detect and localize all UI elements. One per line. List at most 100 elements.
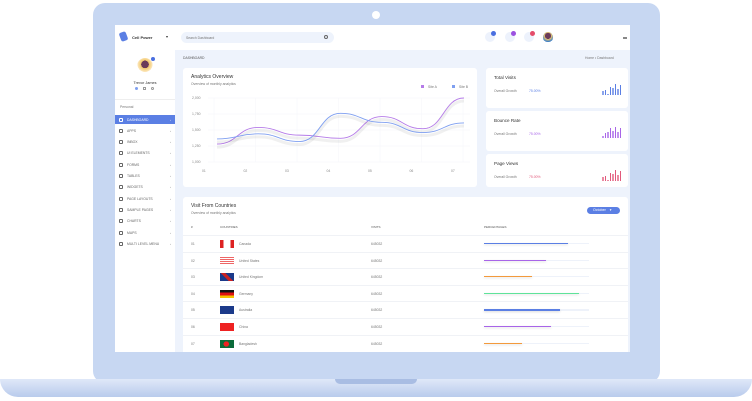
sidebar-item-widgets[interactable]: WIDGETS › [115, 183, 175, 192]
user-icon[interactable] [135, 87, 138, 90]
menu-item-icon [119, 151, 123, 156]
search-input[interactable] [186, 34, 306, 41]
sidebar-item-label: FORMS [127, 162, 140, 167]
notification-button[interactable] [485, 31, 496, 42]
messages-button[interactable] [505, 31, 516, 42]
menu-item-icon [119, 162, 123, 167]
chevron-right-icon: › [170, 185, 171, 190]
sparkline-bar [609, 128, 612, 138]
menu-item-icon [119, 117, 123, 122]
sidebar-item-forms[interactable]: FORMS › [115, 160, 175, 169]
menu-item-icon [119, 219, 123, 224]
table-row[interactable]: 01 Canada 645032 [183, 235, 628, 251]
sparkline-bar [619, 128, 622, 138]
chevron-right-icon: › [170, 241, 171, 246]
sidebar-item-maps[interactable]: MAPS › [115, 228, 175, 237]
chevron-right-icon: › [170, 196, 171, 201]
chevron-right-icon: › [170, 219, 171, 224]
analytics-title: Analytics Overview [191, 74, 234, 80]
y-tick-label: 1,500 [192, 128, 201, 132]
stat-title: Page Views [494, 161, 519, 166]
menu-icon[interactable] [623, 37, 627, 39]
sparkline-bar [602, 91, 604, 95]
visits-value: 645032 [371, 308, 383, 313]
x-tick-label: 01 [202, 169, 206, 173]
sidebar-item-inbox[interactable]: INBOX › [115, 138, 175, 147]
column-header: # [191, 225, 193, 229]
table-row[interactable]: 06 China 645032 [183, 318, 628, 334]
country-name: Canada [239, 242, 251, 246]
visits-value: 645032 [371, 325, 383, 329]
sidebar-item-dashboard[interactable]: DASHBOARD › [115, 115, 175, 124]
row-number: 06 [191, 325, 195, 329]
sidebar-item-sample-pages[interactable]: SAMPLE PAGES › [115, 205, 175, 214]
breadcrumb-home[interactable]: Home [585, 56, 595, 60]
menu-item-icon [119, 196, 123, 201]
table-row[interactable]: 03 United Kingdom 645032 [183, 268, 628, 284]
australia-flag-icon [220, 306, 234, 315]
sidebar-item-label: DASHBOARD [127, 117, 149, 122]
column-header: PERCENTAGES [484, 225, 507, 229]
country-name: China [239, 325, 248, 329]
country-name: Australia [239, 308, 253, 313]
stat-value: 75.00% [529, 132, 541, 136]
sidebar-item-charts[interactable]: CHARTS › [115, 217, 175, 226]
visits-value: 645032 [371, 258, 383, 263]
legend-label: Site B [459, 85, 469, 89]
percentage-bar [484, 243, 589, 245]
menu-item-icon [119, 241, 123, 246]
chevron-right-icon: › [170, 174, 171, 178]
chevron-right-icon: › [170, 151, 171, 156]
brand-chevron-icon[interactable]: ▾ [166, 34, 169, 39]
table-row[interactable]: 04 Germany 645032 [183, 284, 628, 301]
percentage-fill [484, 292, 579, 294]
chevron-down-icon: ▾ [609, 208, 612, 212]
row-number: 03 [191, 275, 195, 280]
header-avatar[interactable] [543, 32, 553, 43]
month-dropdown[interactable]: October ▾ [587, 207, 620, 214]
visits-value: 645032 [371, 291, 383, 296]
stat-value: 75.00% [529, 89, 541, 93]
user-name: Trevor James [133, 81, 157, 85]
sparkline-bar [604, 90, 607, 95]
logo-icon [118, 31, 129, 42]
table-row[interactable]: 05 Australia 645032 [183, 301, 628, 317]
sidebar-item-label: MAPS [127, 230, 137, 235]
us-flag-icon [220, 256, 234, 265]
percentage-fill [484, 309, 560, 311]
table-row[interactable]: 02 United States 645032 [183, 251, 628, 268]
x-tick-label: 03 [285, 169, 289, 173]
power-icon[interactable] [151, 87, 154, 90]
sparkline-bar [607, 93, 609, 95]
row-number: 04 [191, 291, 195, 296]
menu-item-icon [119, 185, 123, 190]
chevron-right-icon: › [170, 162, 171, 167]
stat-label: Overall Growth [494, 175, 517, 179]
sidebar-item-multi-level-menu[interactable]: MULTI LEVEL MENU › [115, 239, 175, 248]
avatar[interactable] [137, 58, 153, 74]
page-title: DASHBOARD [183, 56, 205, 60]
bangladesh-flag-icon [220, 339, 234, 348]
series-line-site-a [216, 97, 465, 145]
sidebar-item-label: INBOX [127, 140, 138, 145]
chevron-right-icon: › [170, 230, 171, 235]
sidebar-item-apps[interactable]: APPS › [115, 126, 175, 135]
sidebar-item-ui-elements[interactable]: UI ELEMENTS › [115, 149, 175, 158]
mail-icon[interactable] [143, 87, 146, 90]
sidebar-item-label: WIDGETS [127, 185, 143, 190]
sparkline-bar [614, 170, 617, 181]
search-bar[interactable] [181, 32, 334, 43]
visits-value: 645032 [371, 275, 383, 280]
sparkline-bar [602, 177, 604, 181]
table-row[interactable]: 07 Bangladesh 645032 [183, 334, 628, 351]
sidebar-item-tables[interactable]: TABLES › [115, 172, 175, 181]
alerts-button[interactable] [524, 31, 535, 42]
search-icon[interactable] [324, 35, 328, 39]
chevron-right-icon: › [170, 207, 171, 212]
breadcrumb: Home • Dashboard [585, 56, 614, 60]
y-tick-label: 2,000 [192, 96, 201, 100]
sidebar-item-page-layouts[interactable]: PAGE LAYOUTS › [115, 194, 175, 203]
sidebar-item-label: MULTI LEVEL MENU [127, 241, 160, 246]
percentage-fill [484, 259, 546, 261]
top-header [175, 25, 630, 50]
